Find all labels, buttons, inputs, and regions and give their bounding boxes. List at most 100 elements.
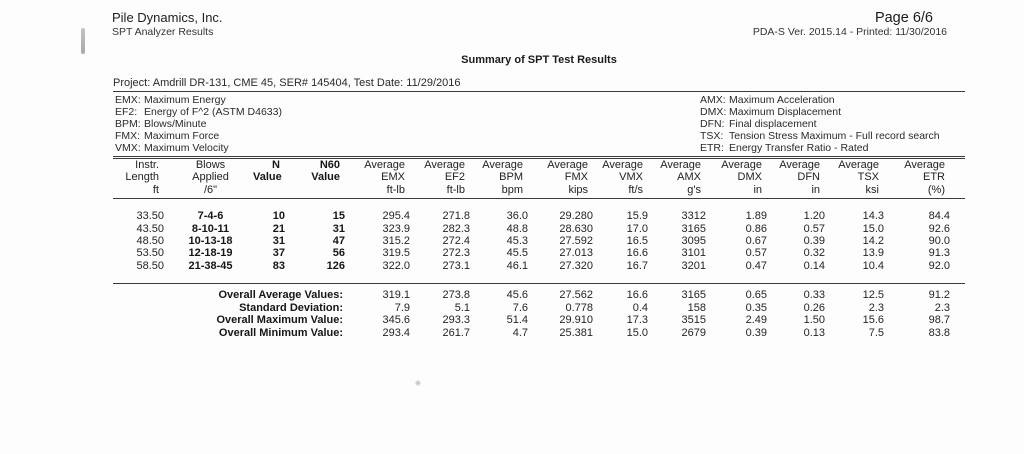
data-cell: 16.5 [626,235,648,248]
abbr-definition: Maximum Velocity [144,142,229,154]
scan-artifact [414,380,422,386]
version-printed-line: PDA-S Ver. 2015.14 - Printed: 11/30/2016 [752,26,947,38]
data-cell: 27.013 [559,247,593,260]
data-cell: 0.57 [803,222,825,235]
data-cell: 0.39 [803,235,825,248]
summary-value: 5.1 [454,301,470,314]
data-row: 58.50 21-38-45 83 126 322.0 273.1 46.1 27.320 16… [113,260,965,284]
data-cell: 91.3 [928,247,950,260]
legend-entry: TSX: Tension Stress Maximum - Full record… [700,130,965,142]
summary-value: 4.7 [512,327,528,340]
column-header: Instr. [135,159,159,171]
column-header: N [272,159,280,171]
summary-label: Overall Minimum Value: [218,327,343,340]
legend-entry: BPM: Blows/Minute [115,118,282,130]
column-header: Average [364,159,405,171]
data-cell: 273.1 [442,259,470,272]
data-cell: 3201 [681,259,706,272]
summary-value: 27.562 [532,283,597,302]
summary-value: 29.910 [559,314,593,327]
column-header: Applied [192,171,229,184]
data-cell: 31 [332,222,345,235]
column-header: Average [904,159,945,171]
column-header: DMX [737,171,762,184]
legend-entry: FMX: Maximum Force [115,130,282,142]
data-cell: 12-18-19 [188,247,233,260]
header-row: Length Applied Value Value EMX EF2 BPM FMX VMX AM… [113,171,965,183]
summary-value: 319.1 [349,283,414,302]
data-cell: 83 [272,259,285,272]
summary-row: Overall Minimum Value: 293.4 261.7 4.7 25.38… [113,327,965,340]
summary-row: Standard Deviation: 7.9 5.1 7.6 0.778 0.4 158 0… [113,302,965,315]
data-cell: 29.280 [559,210,593,223]
summary-value: 261.7 [442,327,470,340]
data-row: 53.50 12-18-19 37 56 319.5 272.3 45.5 27.013 16.… [113,247,965,259]
summary-value: 15.6 [862,314,884,327]
data-cell: 16.6 [626,247,648,260]
legend-left-column: EMX: Maximum Energy EF2: Energy of F^2 (AST… [115,94,282,154]
data-cell: 1.89 [745,210,767,223]
summary-value: 0.35 [745,301,767,314]
column-header: Average [424,159,465,171]
summary-value: 0.4 [632,301,648,314]
data-cell: 15.0 [862,222,884,235]
data-cell: 10-13-18 [188,235,233,248]
summary-label: Standard Deviation: [239,301,343,314]
data-cell: 14.2 [862,235,884,248]
data-cell: 36.0 [506,210,528,223]
column-unit: in [771,183,829,200]
column-header: Average [602,159,643,171]
abbr-term: VMX: [115,142,141,154]
column-header: Blows [195,159,226,171]
abbr-term: TSX: [700,130,724,142]
summary-value: 12.5 [829,283,888,302]
data-cell: 7-4-6 [197,210,224,223]
summary-row: Overall Maximum Value: 345.6 293.3 51.4 29.9… [113,314,965,327]
summary-value: 293.3 [442,314,470,327]
data-cell: 10.4 [862,259,884,272]
summary-row: Overall Average Values: 319.1 273.8 45.6 27.… [113,283,965,302]
column-header: Average [838,159,879,171]
summary-value: 0.13 [803,327,825,340]
summary-label: Overall Average Values: [113,283,349,302]
data-cell: 15.9 [626,210,648,223]
abbr-term: EF2: [115,106,138,118]
data-cell: 28.630 [559,222,593,235]
data-cell: 92.6 [928,222,950,235]
data-cell: 56 [332,247,345,260]
data-cell: 92.0 [928,259,950,272]
column-unit: in [710,183,771,200]
data-cell: 47 [332,235,345,248]
column-unit: ksi [829,183,888,200]
summary-value: 16.6 [597,283,652,302]
summary-value: 345.6 [382,314,410,327]
data-row: 48.50 10-13-18 31 47 315.2 272.4 45.3 27.592 16.… [113,235,965,247]
data-cell: 8-10-11 [191,222,230,235]
data-cell: 0.86 [745,222,767,235]
column-unit: ft/s [597,183,652,200]
column-unit: bpm [474,183,532,200]
summary-value: 2.49 [745,314,767,327]
abbr-term: FMX: [115,130,141,142]
data-cell: 3101 [681,247,706,260]
data-cell: 0.47 [745,259,767,272]
summary-value: 25.381 [559,327,593,340]
column-header: DFN [797,171,820,184]
abbr-definition: Maximum Displacement [729,106,842,118]
summary-value: 2679 [681,327,706,340]
legend-entry: ETR: Energy Transfer Ratio - Rated [700,142,965,154]
data-cell: 21-38-45 [188,259,233,272]
column-unit: (%) [888,183,965,200]
data-cell: 323.9 [382,222,410,235]
summary-value: 98.7 [928,314,950,327]
column-header: Value [253,171,282,184]
data-cell: 84.4 [928,210,950,223]
column-header: BPM [499,171,523,184]
data-cell: 3095 [681,235,706,248]
data-cell: 37 [272,247,285,260]
abbr-definition: Final displacement [729,118,817,130]
abbr-definition: Maximum Acceleration [729,94,835,106]
abbr-term: EMX: [115,94,141,106]
abbr-term: BPM: [115,118,141,130]
data-cell: 13.9 [862,247,884,260]
